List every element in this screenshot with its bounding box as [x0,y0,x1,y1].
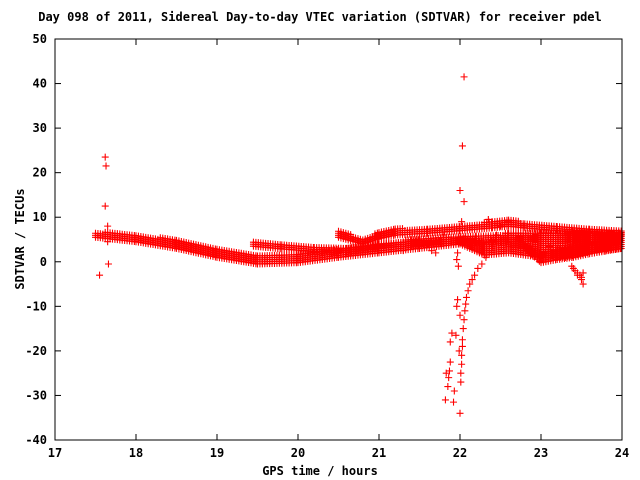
data-point [466,280,474,288]
data-point [561,253,569,261]
y-tick-label: 50 [33,32,47,46]
data-point [458,342,466,350]
x-tick-label: 19 [210,446,224,460]
data-point [453,256,461,264]
data-point [488,242,496,250]
data-point [104,222,112,230]
data-point [432,249,440,257]
data-point [464,287,472,295]
x-tick-label: 18 [129,446,143,460]
data-point [537,258,545,266]
data-point [457,378,465,386]
data-point [455,347,463,355]
data-point [578,273,585,281]
data-point [441,396,449,404]
chart-title: Day 098 of 2011, Sidereal Day-to-day VTE… [38,10,602,24]
data-point [485,247,493,255]
y-tick-label: 30 [33,121,47,135]
data-point [462,293,470,301]
data-point [606,236,614,243]
data-point [579,280,587,288]
data-point [102,162,110,170]
x-tick-label: 22 [453,446,467,460]
data-point [424,240,432,248]
data-point [440,231,448,239]
data-point [582,249,590,257]
data-point [458,336,466,344]
data-point [445,367,453,375]
data-point [616,231,624,239]
data-point [458,142,466,150]
data-point [594,244,602,252]
y-tick-label: -40 [25,433,47,447]
data-point [573,271,581,279]
data-point [471,271,479,279]
data-point [399,247,407,255]
data-point [456,409,464,417]
x-tick-label: 17 [48,446,62,460]
data-point [482,253,490,261]
y-tick-label: -10 [25,299,47,313]
plot-frame [54,38,623,441]
data-point [492,231,500,239]
data-point [461,307,469,315]
data-point [428,247,436,255]
data-point [569,264,577,272]
data-point [454,296,462,304]
data-point [448,329,456,337]
data-point [579,269,587,277]
data-point [460,198,468,206]
y-tick-label: 20 [33,166,47,180]
data-point [456,186,464,194]
data-point [545,242,553,250]
data-point [458,351,466,359]
data-point [474,264,482,272]
data-point [460,73,468,81]
data-point [453,302,461,310]
y-tick-label: 40 [33,77,47,91]
data-point [497,222,504,230]
data-point [101,202,109,210]
data-point [541,249,549,257]
data-point [457,369,465,377]
data-point [484,215,492,223]
data-point [458,218,466,226]
data-point [444,383,452,391]
data-point [505,218,513,226]
data-point [104,260,112,268]
plot-marks [92,73,625,417]
y-tick-label: 10 [33,210,47,224]
y-tick-label: -20 [25,344,47,358]
data-point [452,331,460,339]
data-point [446,338,454,346]
data-point [468,276,476,284]
data-point [458,360,466,368]
data-point [456,311,464,319]
data-point [478,260,486,268]
data-point [462,300,470,308]
data-point [436,238,444,246]
x-axis-label: GPS time / hours [262,464,378,478]
data-point [454,262,462,270]
data-point [450,387,458,395]
data-point [416,244,423,252]
data-point [101,153,109,161]
y-tick-label: 0 [40,255,47,269]
data-point [586,238,594,246]
axes: 17 18 19 20 21 22 23 24 -40 -30 -20 -10 0 10 20 30 40 50 [25,32,629,460]
data-point [450,398,458,406]
data-point [460,316,468,324]
x-tick-label: 24 [615,446,629,460]
data-point [96,271,104,279]
y-tick-label: -30 [25,388,47,402]
x-tick-label: 23 [534,446,548,460]
data-point [446,358,454,366]
data-point [104,238,112,246]
data-point [454,249,462,257]
data-point [459,325,467,333]
x-tick-label: 20 [291,446,305,460]
x-tick-label: 21 [372,446,386,460]
data-point [445,374,453,382]
